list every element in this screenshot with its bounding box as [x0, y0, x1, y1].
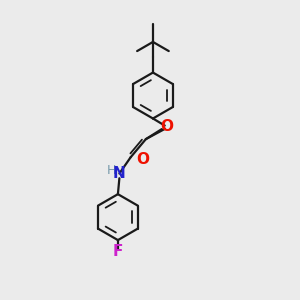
- Text: O: O: [136, 152, 149, 167]
- Text: N: N: [113, 166, 126, 181]
- Text: O: O: [160, 119, 174, 134]
- Text: F: F: [113, 244, 123, 259]
- Text: H: H: [106, 164, 116, 176]
